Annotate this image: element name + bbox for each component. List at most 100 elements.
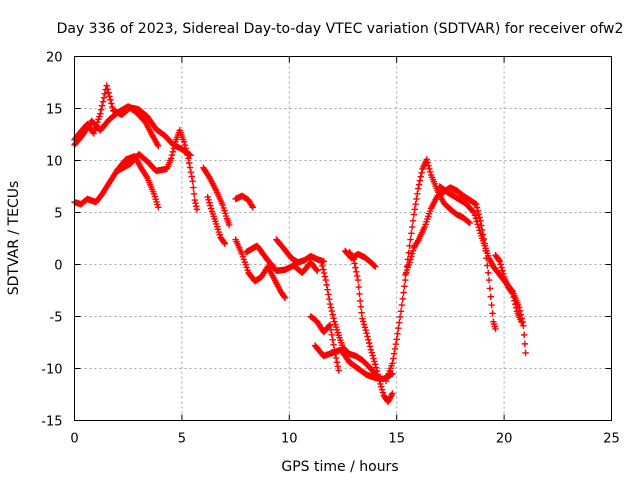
data-point (488, 301, 495, 309)
data-point (476, 227, 483, 234)
data-point (486, 285, 494, 292)
data-point (325, 322, 333, 330)
data-point (471, 212, 479, 219)
data-point (475, 210, 482, 218)
data-point (412, 200, 419, 208)
data-point (361, 324, 369, 331)
data-point (424, 159, 431, 166)
data-point (393, 336, 400, 343)
data-point (329, 336, 336, 343)
y-tick-label: 0 (54, 259, 62, 274)
data-point (405, 249, 412, 256)
data-point (366, 339, 373, 347)
data-point (180, 138, 188, 145)
data-point (473, 218, 480, 225)
data-point (220, 239, 228, 246)
data-point (475, 224, 482, 231)
data-point (97, 106, 105, 113)
data-point (184, 151, 191, 159)
data-point (415, 181, 423, 188)
data-point (181, 141, 189, 149)
data-point (169, 148, 177, 155)
data-point (489, 310, 496, 317)
data-point (518, 318, 525, 325)
data-point (167, 155, 175, 162)
y-tick-label: 10 (46, 155, 63, 170)
y-tick-label: 5 (54, 207, 62, 222)
data-point (327, 304, 335, 311)
data-point (105, 89, 112, 96)
data-point (280, 293, 288, 300)
data-point (320, 269, 328, 277)
data-point (417, 173, 424, 180)
data-point (351, 260, 358, 267)
data-point (394, 330, 401, 337)
data-point (330, 341, 337, 348)
data-point (378, 383, 385, 391)
data-point (426, 165, 433, 173)
data-point (485, 276, 493, 284)
data-point (413, 195, 420, 203)
data-point (390, 355, 397, 362)
data-point (249, 204, 256, 211)
series-track-f (204, 193, 229, 247)
data-point (204, 193, 211, 201)
data-point (369, 352, 376, 359)
series-track-e (200, 164, 233, 229)
data-point (320, 266, 327, 273)
data-point (466, 219, 473, 227)
data-point (100, 94, 108, 101)
data-point (171, 141, 178, 149)
y-tick-label: 20 (46, 51, 63, 66)
data-point (99, 98, 107, 105)
data-point (334, 363, 342, 370)
data-point (189, 178, 196, 185)
data-point (487, 293, 494, 300)
data-point (409, 217, 417, 225)
series-track-l (318, 259, 379, 377)
data-point (206, 199, 213, 206)
data-point (325, 291, 332, 298)
x-tick-label: 10 (281, 432, 298, 447)
data-point (371, 358, 378, 365)
data-point (326, 296, 333, 303)
data-point (472, 215, 480, 222)
data-point (326, 300, 334, 308)
data-point (323, 281, 330, 289)
data-point (470, 209, 478, 216)
data-point (356, 297, 364, 305)
series-track-n (346, 248, 396, 405)
data-point (332, 354, 340, 362)
data-point (512, 301, 519, 308)
data-point (408, 250, 416, 257)
data-point (356, 290, 363, 298)
data-point (107, 96, 114, 104)
data-point (358, 309, 365, 316)
y-tick-label: -15 (41, 415, 62, 430)
data-point (379, 389, 387, 396)
data-point (155, 142, 162, 150)
data-point (396, 313, 404, 321)
data-point (499, 267, 506, 274)
data-point (329, 311, 336, 318)
x-tick-label: 15 (388, 432, 405, 447)
data-point (353, 272, 361, 280)
data-point (425, 162, 432, 169)
data-point (509, 290, 516, 297)
series-track-j (273, 236, 327, 266)
grid-lines (74, 56, 612, 421)
data-point (372, 361, 379, 368)
data-point (414, 190, 421, 197)
plot-frame (74, 56, 612, 421)
data-point (418, 169, 425, 176)
data-point (520, 322, 527, 330)
y-axis-label: SDTVAR / TECUs (6, 181, 22, 296)
data-point (414, 185, 422, 192)
data-point (391, 345, 399, 353)
data-point (97, 110, 104, 117)
data-point (472, 200, 480, 208)
data-points (71, 82, 529, 405)
data-point (188, 173, 195, 180)
data-point (360, 321, 368, 328)
